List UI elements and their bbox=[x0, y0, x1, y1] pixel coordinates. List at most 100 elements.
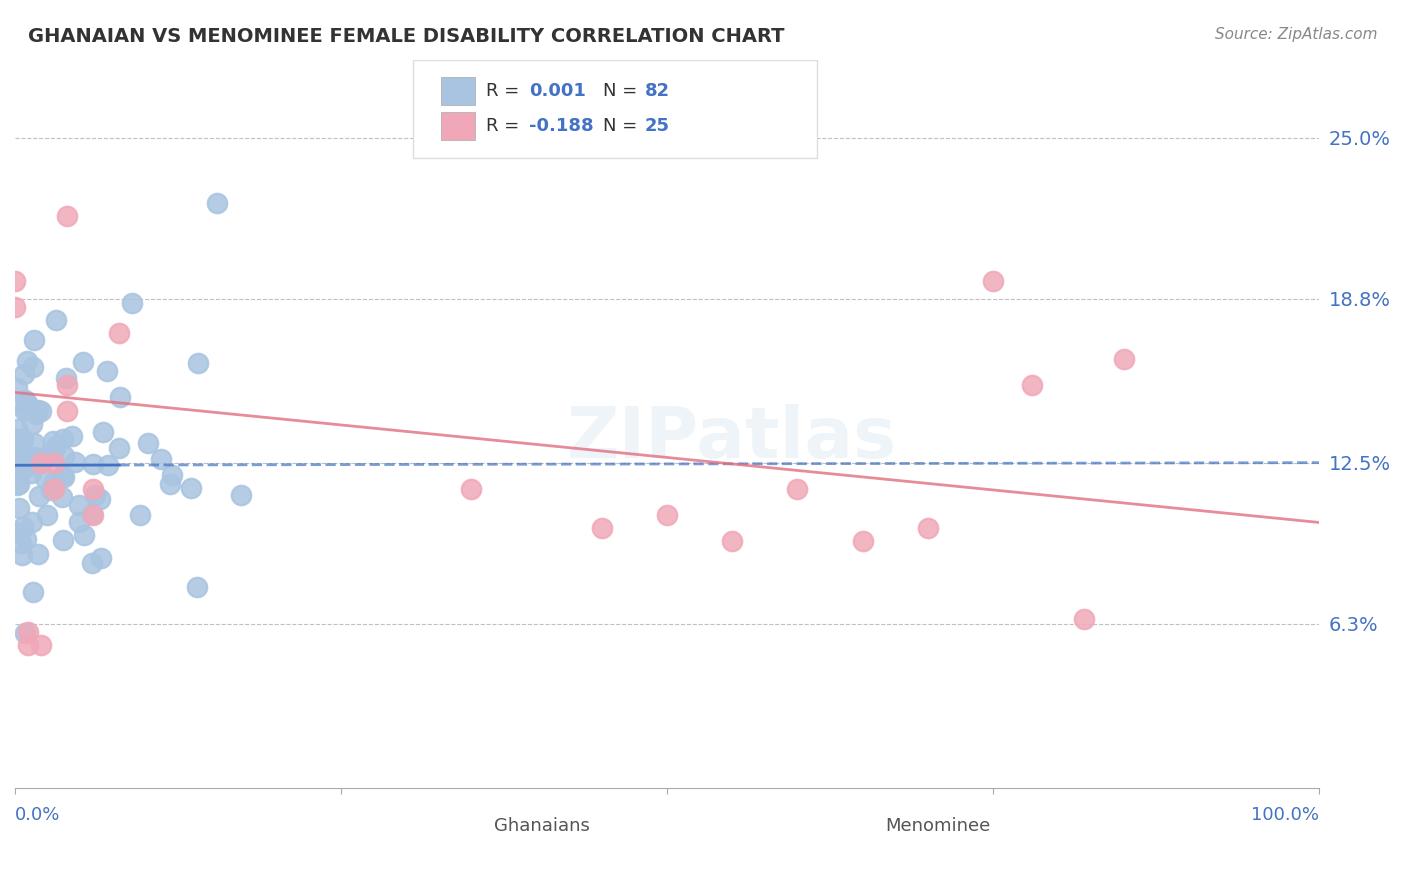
Text: -0.188: -0.188 bbox=[529, 117, 593, 135]
Point bbox=[8, 449, 31, 463]
Point bbox=[73, 527, 96, 541]
Point bbox=[4, 274, 27, 288]
Point bbox=[159, 477, 181, 491]
Point bbox=[67, 498, 90, 512]
Point bbox=[82, 557, 104, 571]
FancyBboxPatch shape bbox=[413, 60, 817, 158]
Point bbox=[30, 456, 52, 470]
Text: R =: R = bbox=[486, 117, 524, 135]
Point bbox=[15, 451, 38, 466]
Point bbox=[45, 313, 67, 327]
Point bbox=[56, 403, 79, 417]
Point bbox=[1073, 612, 1095, 626]
Point bbox=[84, 488, 107, 502]
Point bbox=[30, 404, 52, 418]
Text: Source: ZipAtlas.com: Source: ZipAtlas.com bbox=[1215, 27, 1378, 42]
Point bbox=[186, 580, 208, 594]
Point bbox=[34, 471, 56, 485]
Point bbox=[96, 364, 118, 378]
Point bbox=[180, 481, 202, 495]
Point bbox=[42, 444, 65, 458]
Point bbox=[108, 391, 131, 405]
Point bbox=[13, 368, 35, 382]
Point bbox=[1112, 351, 1135, 366]
Point bbox=[82, 508, 104, 522]
Point bbox=[20, 515, 42, 529]
Point bbox=[17, 354, 39, 368]
Point bbox=[108, 326, 131, 340]
Point bbox=[121, 295, 143, 310]
Text: ZIPatlas: ZIPatlas bbox=[567, 404, 897, 473]
Point bbox=[67, 516, 90, 530]
Point bbox=[27, 547, 49, 561]
Point bbox=[28, 489, 51, 503]
Point bbox=[786, 482, 808, 496]
Point bbox=[655, 508, 678, 522]
Point bbox=[13, 402, 35, 417]
Point bbox=[51, 490, 73, 504]
Point bbox=[1021, 377, 1043, 392]
Point bbox=[89, 492, 111, 507]
Point bbox=[56, 377, 79, 392]
Point bbox=[20, 466, 42, 480]
Point bbox=[11, 520, 34, 534]
Text: Ghanaians: Ghanaians bbox=[494, 816, 589, 835]
Point bbox=[22, 450, 45, 464]
Point bbox=[21, 359, 44, 374]
Point bbox=[53, 470, 76, 484]
Point bbox=[129, 508, 152, 522]
Point bbox=[42, 475, 65, 489]
Point bbox=[14, 626, 37, 640]
Point bbox=[39, 483, 62, 497]
Point bbox=[55, 370, 77, 384]
Point bbox=[21, 417, 44, 432]
Point bbox=[91, 425, 114, 439]
Point bbox=[8, 476, 31, 491]
Point bbox=[591, 521, 613, 535]
Point bbox=[107, 441, 129, 455]
Point bbox=[187, 356, 209, 370]
Point bbox=[35, 508, 58, 523]
Point bbox=[14, 402, 37, 417]
Text: 100.0%: 100.0% bbox=[1251, 805, 1319, 824]
Point bbox=[7, 501, 30, 516]
Point bbox=[4, 524, 27, 539]
Point bbox=[4, 300, 27, 314]
Point bbox=[8, 458, 31, 472]
Point bbox=[15, 532, 38, 546]
Point bbox=[22, 436, 45, 450]
FancyBboxPatch shape bbox=[451, 812, 486, 838]
Point bbox=[80, 507, 103, 521]
Point bbox=[4, 432, 27, 446]
Point bbox=[52, 533, 75, 548]
Point bbox=[10, 535, 32, 549]
Point bbox=[21, 585, 44, 599]
Point bbox=[30, 638, 52, 652]
Text: 25: 25 bbox=[645, 117, 669, 135]
Point bbox=[7, 460, 30, 475]
Point bbox=[52, 432, 75, 446]
Point bbox=[14, 392, 37, 407]
Point bbox=[160, 467, 183, 482]
FancyBboxPatch shape bbox=[441, 77, 475, 104]
Point bbox=[56, 209, 79, 223]
Text: 0.0%: 0.0% bbox=[15, 805, 60, 824]
Point bbox=[150, 451, 173, 466]
Text: R =: R = bbox=[486, 82, 524, 100]
Point bbox=[34, 450, 56, 464]
Text: Menominee: Menominee bbox=[884, 816, 990, 835]
Point bbox=[41, 434, 63, 449]
Point bbox=[136, 436, 159, 450]
FancyBboxPatch shape bbox=[844, 812, 877, 838]
Point bbox=[917, 521, 939, 535]
Point bbox=[24, 407, 46, 421]
FancyBboxPatch shape bbox=[441, 112, 475, 140]
Point bbox=[82, 458, 104, 472]
Point bbox=[229, 488, 252, 502]
Point bbox=[14, 460, 37, 475]
Point bbox=[6, 422, 28, 436]
Text: N =: N = bbox=[603, 82, 643, 100]
Point bbox=[721, 533, 744, 548]
Point bbox=[460, 482, 482, 496]
Point bbox=[852, 533, 875, 548]
